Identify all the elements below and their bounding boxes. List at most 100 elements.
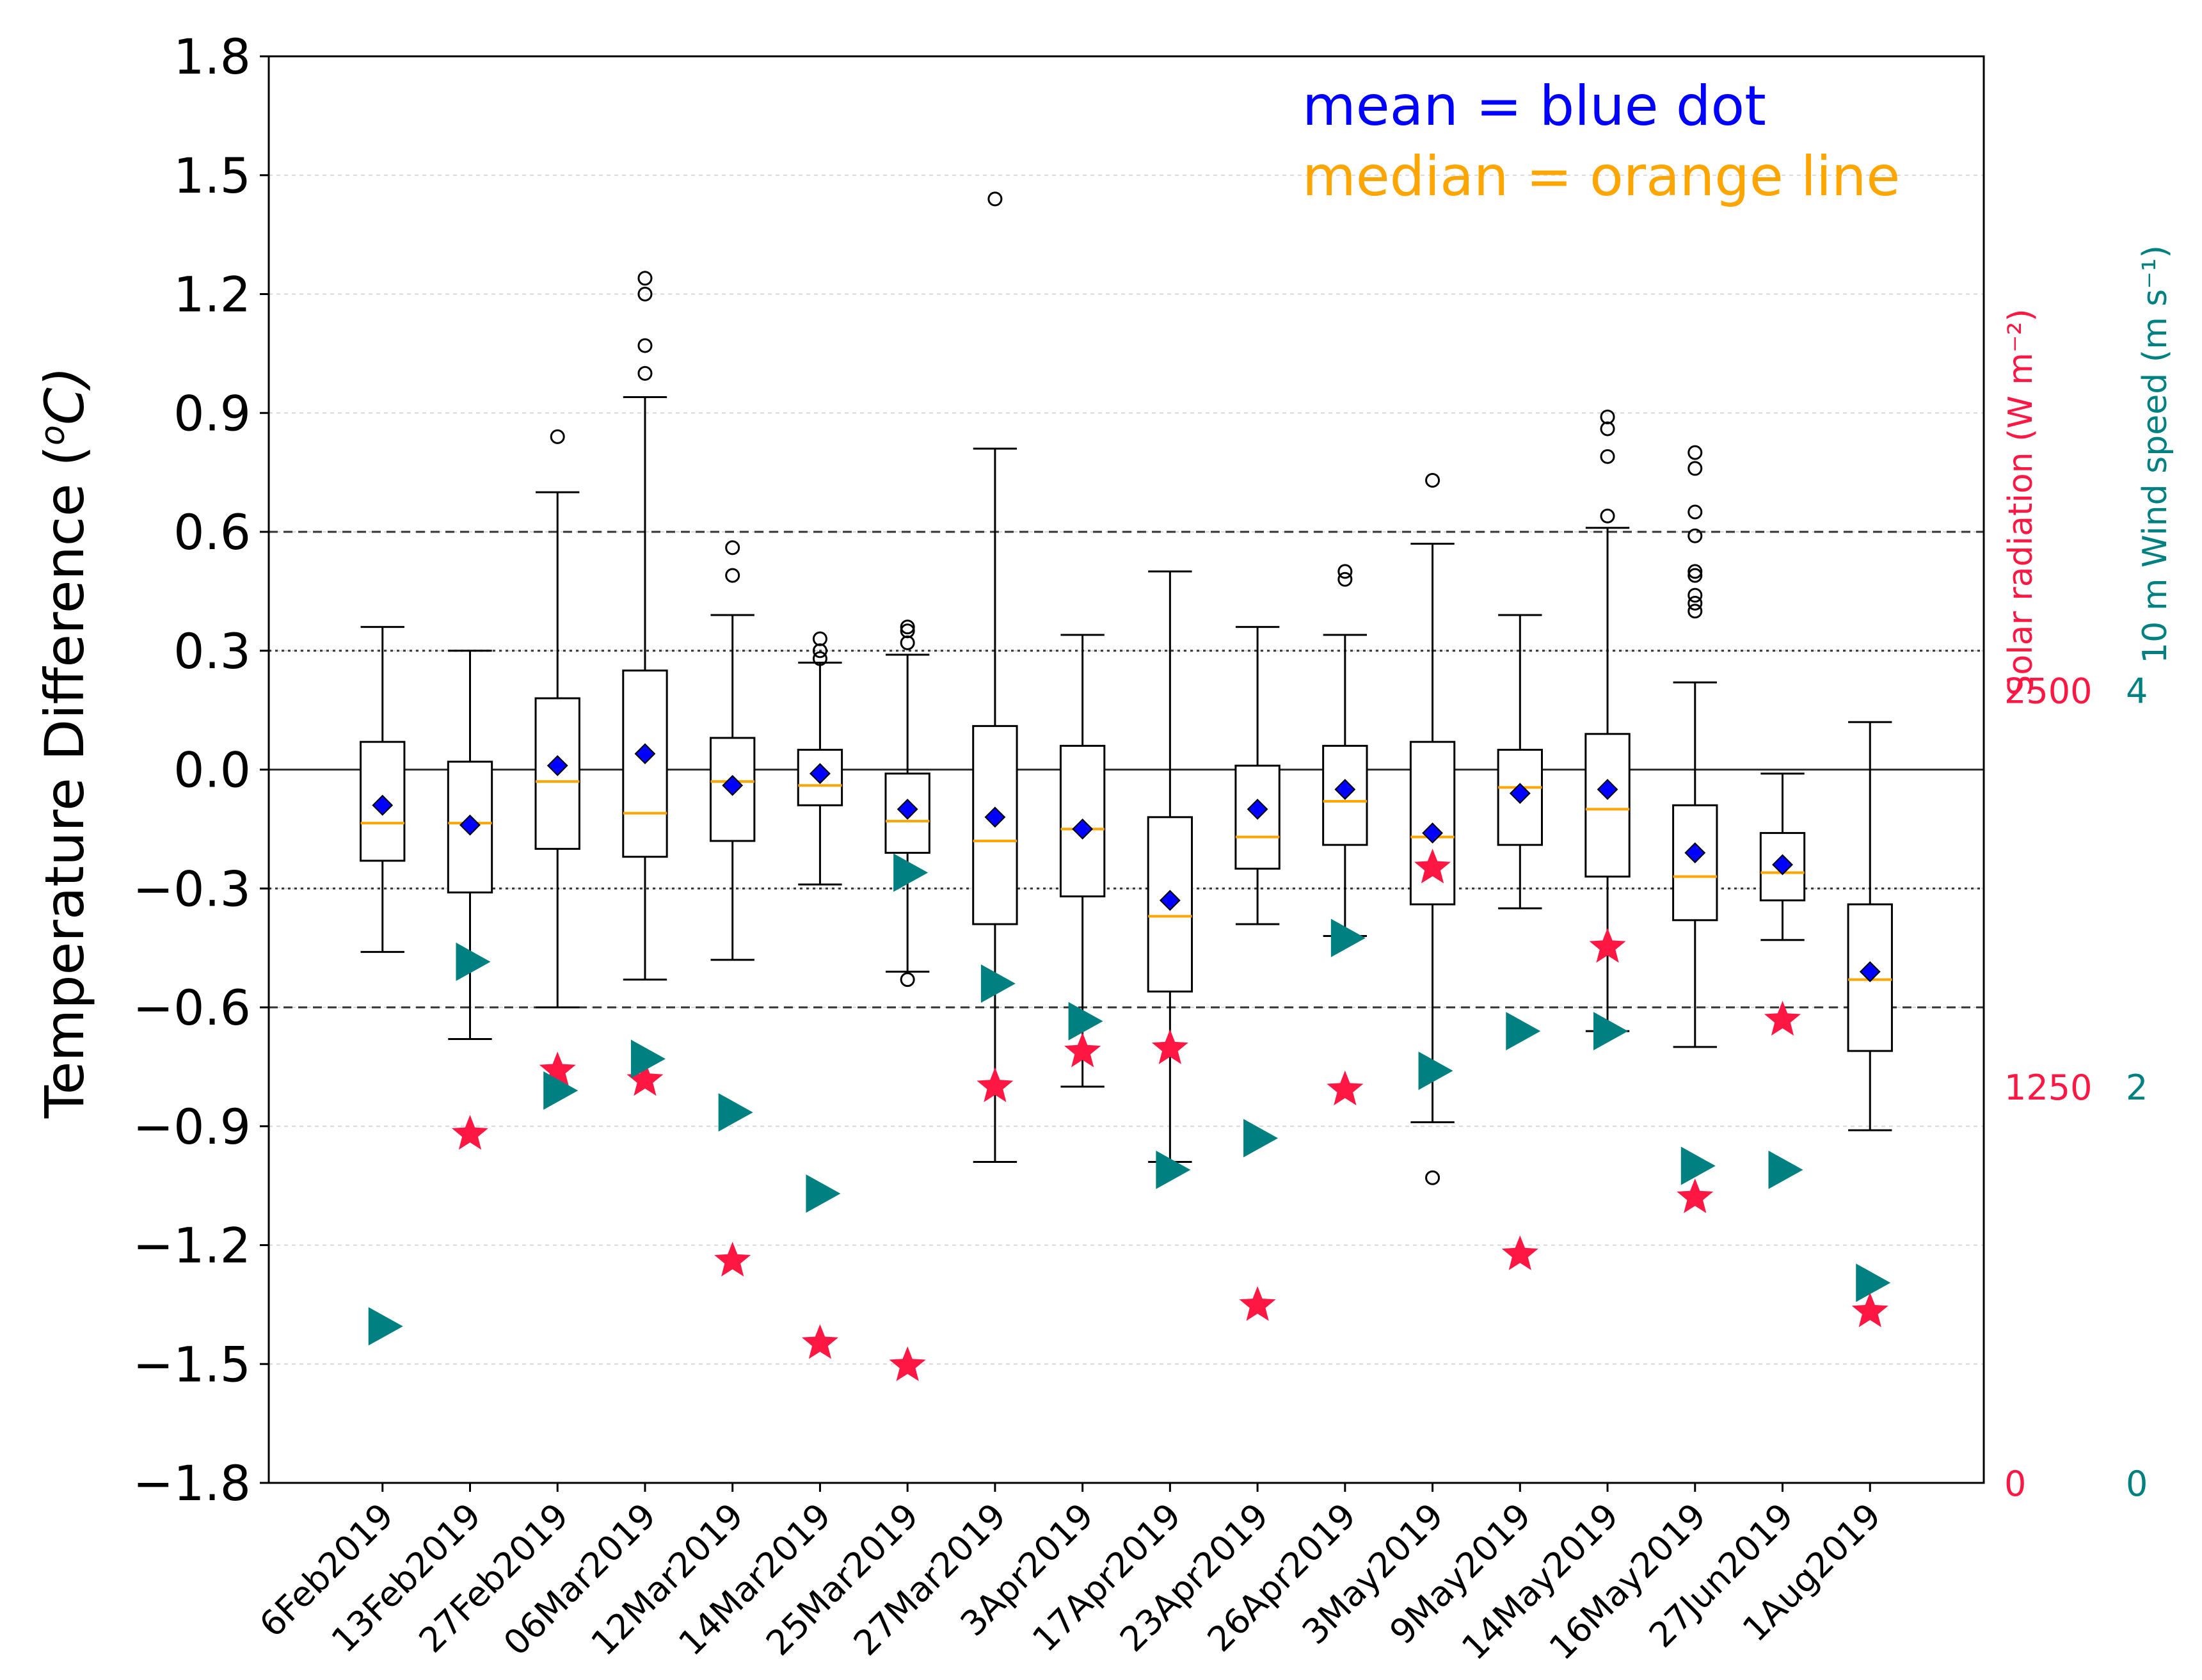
solar-axis-title: Solar radiation (W m⁻²) bbox=[2002, 308, 2040, 696]
solar-radiation-star bbox=[1589, 927, 1626, 963]
solar-radiation-star bbox=[539, 1052, 576, 1087]
solar-radiation-star bbox=[1327, 1070, 1364, 1106]
wind-tick-label: 2 bbox=[2126, 1068, 2148, 1108]
outlier-point bbox=[1687, 604, 1703, 619]
y-tick-label: 1.2 bbox=[173, 266, 251, 323]
box-9May2019 bbox=[1497, 614, 1543, 909]
solar-tick-label: 1250 bbox=[2004, 1068, 2092, 1108]
box-06Mar2019 bbox=[622, 271, 668, 981]
wind-speed-triangle bbox=[1418, 1052, 1453, 1091]
solar-radiation-star bbox=[1764, 1000, 1801, 1036]
mean-marker bbox=[1334, 779, 1356, 800]
box-27Feb2019 bbox=[534, 429, 580, 1009]
box-25Mar2019 bbox=[884, 620, 930, 988]
outlier-point bbox=[1600, 508, 1615, 524]
outlier-point bbox=[1600, 449, 1615, 464]
outlier-point bbox=[1687, 461, 1703, 476]
mean-marker bbox=[1597, 779, 1618, 800]
wind-speed-triangle bbox=[543, 1071, 578, 1110]
box-6Feb2019 bbox=[360, 626, 406, 953]
outlier-point bbox=[1687, 568, 1703, 583]
mean-marker bbox=[810, 763, 831, 785]
outlier-point bbox=[1687, 528, 1703, 543]
outlier-point bbox=[1425, 1170, 1440, 1185]
y-tick-label: 0.6 bbox=[173, 504, 251, 561]
outlier-point bbox=[725, 568, 740, 583]
box-16May2019 bbox=[1672, 445, 1718, 1048]
marks-layer bbox=[360, 191, 1893, 1381]
outlier-point bbox=[900, 972, 915, 988]
y-axis-title-sup: o bbox=[34, 425, 72, 445]
y-axis-title-unit: C) bbox=[33, 367, 96, 425]
outlier-point bbox=[637, 271, 653, 286]
y-tick-label: 1.8 bbox=[173, 28, 251, 85]
y-tick-label: 0.3 bbox=[173, 623, 251, 680]
box-14Mar2019 bbox=[797, 631, 843, 886]
axes-layer: 1.8 1.5 1.2 0.9 0.6 0.3 0.0 −0.3 −0.6 −0.9 −1.2 −1.… bbox=[132, 28, 2148, 1668]
solar-radiation-star bbox=[1151, 1029, 1188, 1064]
y-tick-label: −0.6 bbox=[132, 979, 251, 1036]
outlier-point bbox=[1687, 564, 1703, 579]
legend-median-text: median = orange line bbox=[1302, 145, 1900, 209]
outlier-point bbox=[637, 338, 653, 353]
wind-speed-triangle bbox=[980, 964, 1016, 1003]
wind-tick-label: 4 bbox=[2126, 671, 2148, 712]
outlier-point bbox=[1687, 588, 1703, 603]
wind-speed-triangle bbox=[1243, 1119, 1279, 1158]
solar-tick-label: 2500 bbox=[2004, 671, 2092, 712]
mean-marker bbox=[897, 799, 918, 820]
box-1Aug2019 bbox=[1847, 721, 1893, 1132]
solar-radiation-star bbox=[1501, 1235, 1538, 1270]
solar-radiation-star bbox=[801, 1324, 838, 1359]
solar-tick-label: 0 bbox=[2004, 1464, 2026, 1504]
y-tick-label: −0.9 bbox=[132, 1098, 251, 1155]
outlier-point bbox=[900, 620, 915, 635]
box-27Mar2019 bbox=[972, 191, 1018, 1163]
wind-speed-triangle bbox=[1068, 1002, 1103, 1041]
wind-speed-triangle bbox=[806, 1174, 841, 1213]
mean-marker bbox=[372, 794, 394, 816]
wind-axis-title: 10 m Wind speed (m s⁻¹) bbox=[2136, 245, 2174, 664]
mean-marker bbox=[1859, 961, 1881, 982]
mean-marker bbox=[547, 755, 568, 776]
outlier-point bbox=[1687, 595, 1703, 611]
solar-radiation-star bbox=[1851, 1292, 1888, 1327]
box-17Apr2019 bbox=[1147, 570, 1193, 1163]
y-axis-title-main: Temperature Difference ( bbox=[33, 445, 96, 1119]
wind-speed-triangle bbox=[456, 942, 491, 981]
outlier-point bbox=[1687, 445, 1703, 460]
box-3Apr2019 bbox=[1059, 634, 1106, 1088]
box-3May2019 bbox=[1409, 473, 1456, 1185]
y-tick-label: −1.2 bbox=[132, 1217, 251, 1274]
outlier-point bbox=[1687, 504, 1703, 520]
mean-marker bbox=[1772, 854, 1793, 876]
wind-speed-triangle bbox=[1506, 1012, 1541, 1051]
y-tick-label: −0.3 bbox=[132, 860, 251, 917]
outlier-point bbox=[637, 365, 653, 381]
y-tick-label: 0.9 bbox=[173, 385, 251, 442]
solar-radiation-star bbox=[452, 1115, 488, 1150]
mean-marker bbox=[1422, 822, 1443, 844]
solar-radiation-star bbox=[1414, 849, 1451, 884]
outlier-point bbox=[1600, 409, 1615, 424]
outlier-point bbox=[550, 429, 565, 444]
box-14May2019 bbox=[1584, 409, 1631, 1032]
wind-tick-label: 0 bbox=[2126, 1464, 2148, 1504]
mean-marker bbox=[1684, 842, 1706, 863]
mean-marker bbox=[1509, 783, 1531, 804]
y-tick-label: 0.0 bbox=[173, 742, 251, 799]
wind-speed-triangle bbox=[893, 853, 929, 892]
wind-speed-triangle bbox=[630, 1039, 666, 1078]
box-13Feb2019 bbox=[447, 650, 493, 1041]
solar-radiation-star bbox=[1677, 1178, 1714, 1213]
outlier-point bbox=[812, 631, 827, 646]
mean-marker bbox=[984, 806, 1006, 828]
outlier-point bbox=[725, 540, 740, 556]
wind-speed-triangle bbox=[368, 1307, 403, 1346]
wind-speed-triangle bbox=[1593, 1012, 1629, 1051]
wind-speed-triangle bbox=[1768, 1150, 1803, 1189]
solar-radiation-star bbox=[714, 1242, 751, 1277]
outlier-point bbox=[637, 287, 653, 301]
grid-layer bbox=[269, 174, 1984, 1365]
box-iqr bbox=[1584, 733, 1631, 878]
